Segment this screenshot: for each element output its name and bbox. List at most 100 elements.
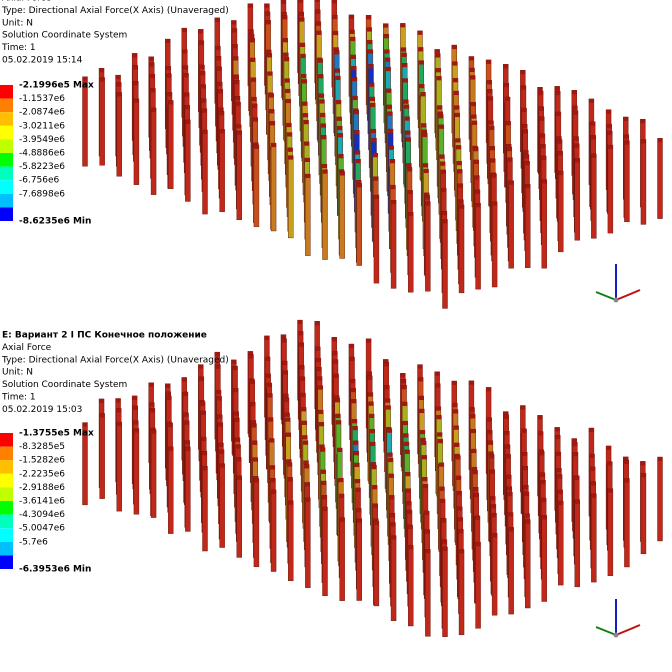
pile-cap [402,421,408,426]
pile-cap [541,515,547,520]
pile-cap [475,203,481,208]
pile-cap [271,143,277,148]
pile-cap [284,78,290,83]
pile-cap [253,478,259,483]
pile-cap [373,195,379,200]
pile-cap [133,420,139,425]
pile [524,519,531,609]
pile-cap [337,448,343,453]
pile-cap [219,111,225,116]
pile [390,535,397,621]
pile-cap [537,415,543,420]
pile-cap [490,496,496,501]
pile-cap [236,475,242,480]
pile-cap [318,410,324,415]
pile-cap [115,398,121,403]
pile-cap [441,518,447,523]
pile-cap [540,480,546,485]
pile-cap [441,539,447,544]
pile-cap [181,377,187,382]
pile-cap [383,34,389,39]
pile [508,180,514,269]
pile-cap [149,62,155,67]
pile-cap [198,29,204,34]
pile-cap [403,433,409,438]
panel-title: E: Вариант 2 I ПС Конечное положение [2,331,207,341]
pile [270,489,277,572]
pile-cap [523,154,529,159]
pile-cap [417,364,423,369]
pile-cap [522,452,528,457]
pile-cap [285,417,291,422]
pile-cap [391,535,397,540]
pile-cap [507,492,513,497]
pile-cap [421,441,427,446]
pile-cap [298,12,304,17]
pile-cap [439,154,445,159]
pile-cap [487,96,493,101]
pile [339,171,345,259]
pile-cap [253,144,259,149]
pile-cap [351,77,357,82]
pile-cap [369,414,375,419]
pile-cap [265,356,271,361]
pile-cap [370,129,376,134]
pile-cap [287,462,293,467]
pile-cap [316,30,322,35]
pile-cap [133,428,139,433]
pile-cap [400,373,406,378]
pile-cap [437,105,443,110]
pile-cap [508,512,514,517]
pile-cap [418,60,424,65]
pile-cap [335,413,341,418]
pile-cap [349,30,355,35]
pile-cap [287,147,293,152]
pile-cap [424,511,430,516]
pile-cap [435,53,441,58]
pile-cap [217,414,223,419]
pile-cap [354,150,360,155]
pile-cap [418,377,424,382]
pile-cap [235,102,241,107]
pile [425,201,431,292]
result-panel: Axial Force Type: Directional Axial Force… [0,0,663,309]
pile-cap [315,21,321,26]
pile-cap [486,80,492,85]
pile-cap [200,71,206,76]
pile-cap [250,58,256,63]
pile [475,541,481,629]
pile [219,129,225,213]
pile-cap [217,82,223,87]
pile-cap [405,137,411,142]
pile [591,493,597,583]
pile-cap [332,31,338,36]
pile-cap [317,58,323,63]
pile-cap [218,442,224,447]
legend-label: -2.0874e6 [19,108,65,118]
pile-cap [132,65,138,70]
pile-cap [406,501,412,506]
pile-cap [265,373,271,378]
pile-cap [266,382,272,387]
pile-cap [370,442,376,447]
pile-cap [389,513,395,518]
pile [305,497,311,588]
pile-cap [488,451,494,456]
pile-cap [391,200,397,205]
pile-cap [471,449,477,454]
pile-cap [573,136,579,141]
pile-cap [489,469,495,474]
pile-cap [267,393,273,398]
pile-cap [356,180,362,185]
axis-y [595,626,617,636]
info-line: Type: Directional Axial Force(X Axis) (U… [1,355,229,365]
pile-cap [385,398,391,403]
pile-cap [522,124,528,129]
pile-cap [524,513,530,518]
pile-cap [366,338,372,343]
pile-cap [557,474,563,479]
pile-cap [334,398,340,403]
pile-cap [367,375,373,380]
pile-cap [440,499,446,504]
pile-cap [334,395,340,400]
